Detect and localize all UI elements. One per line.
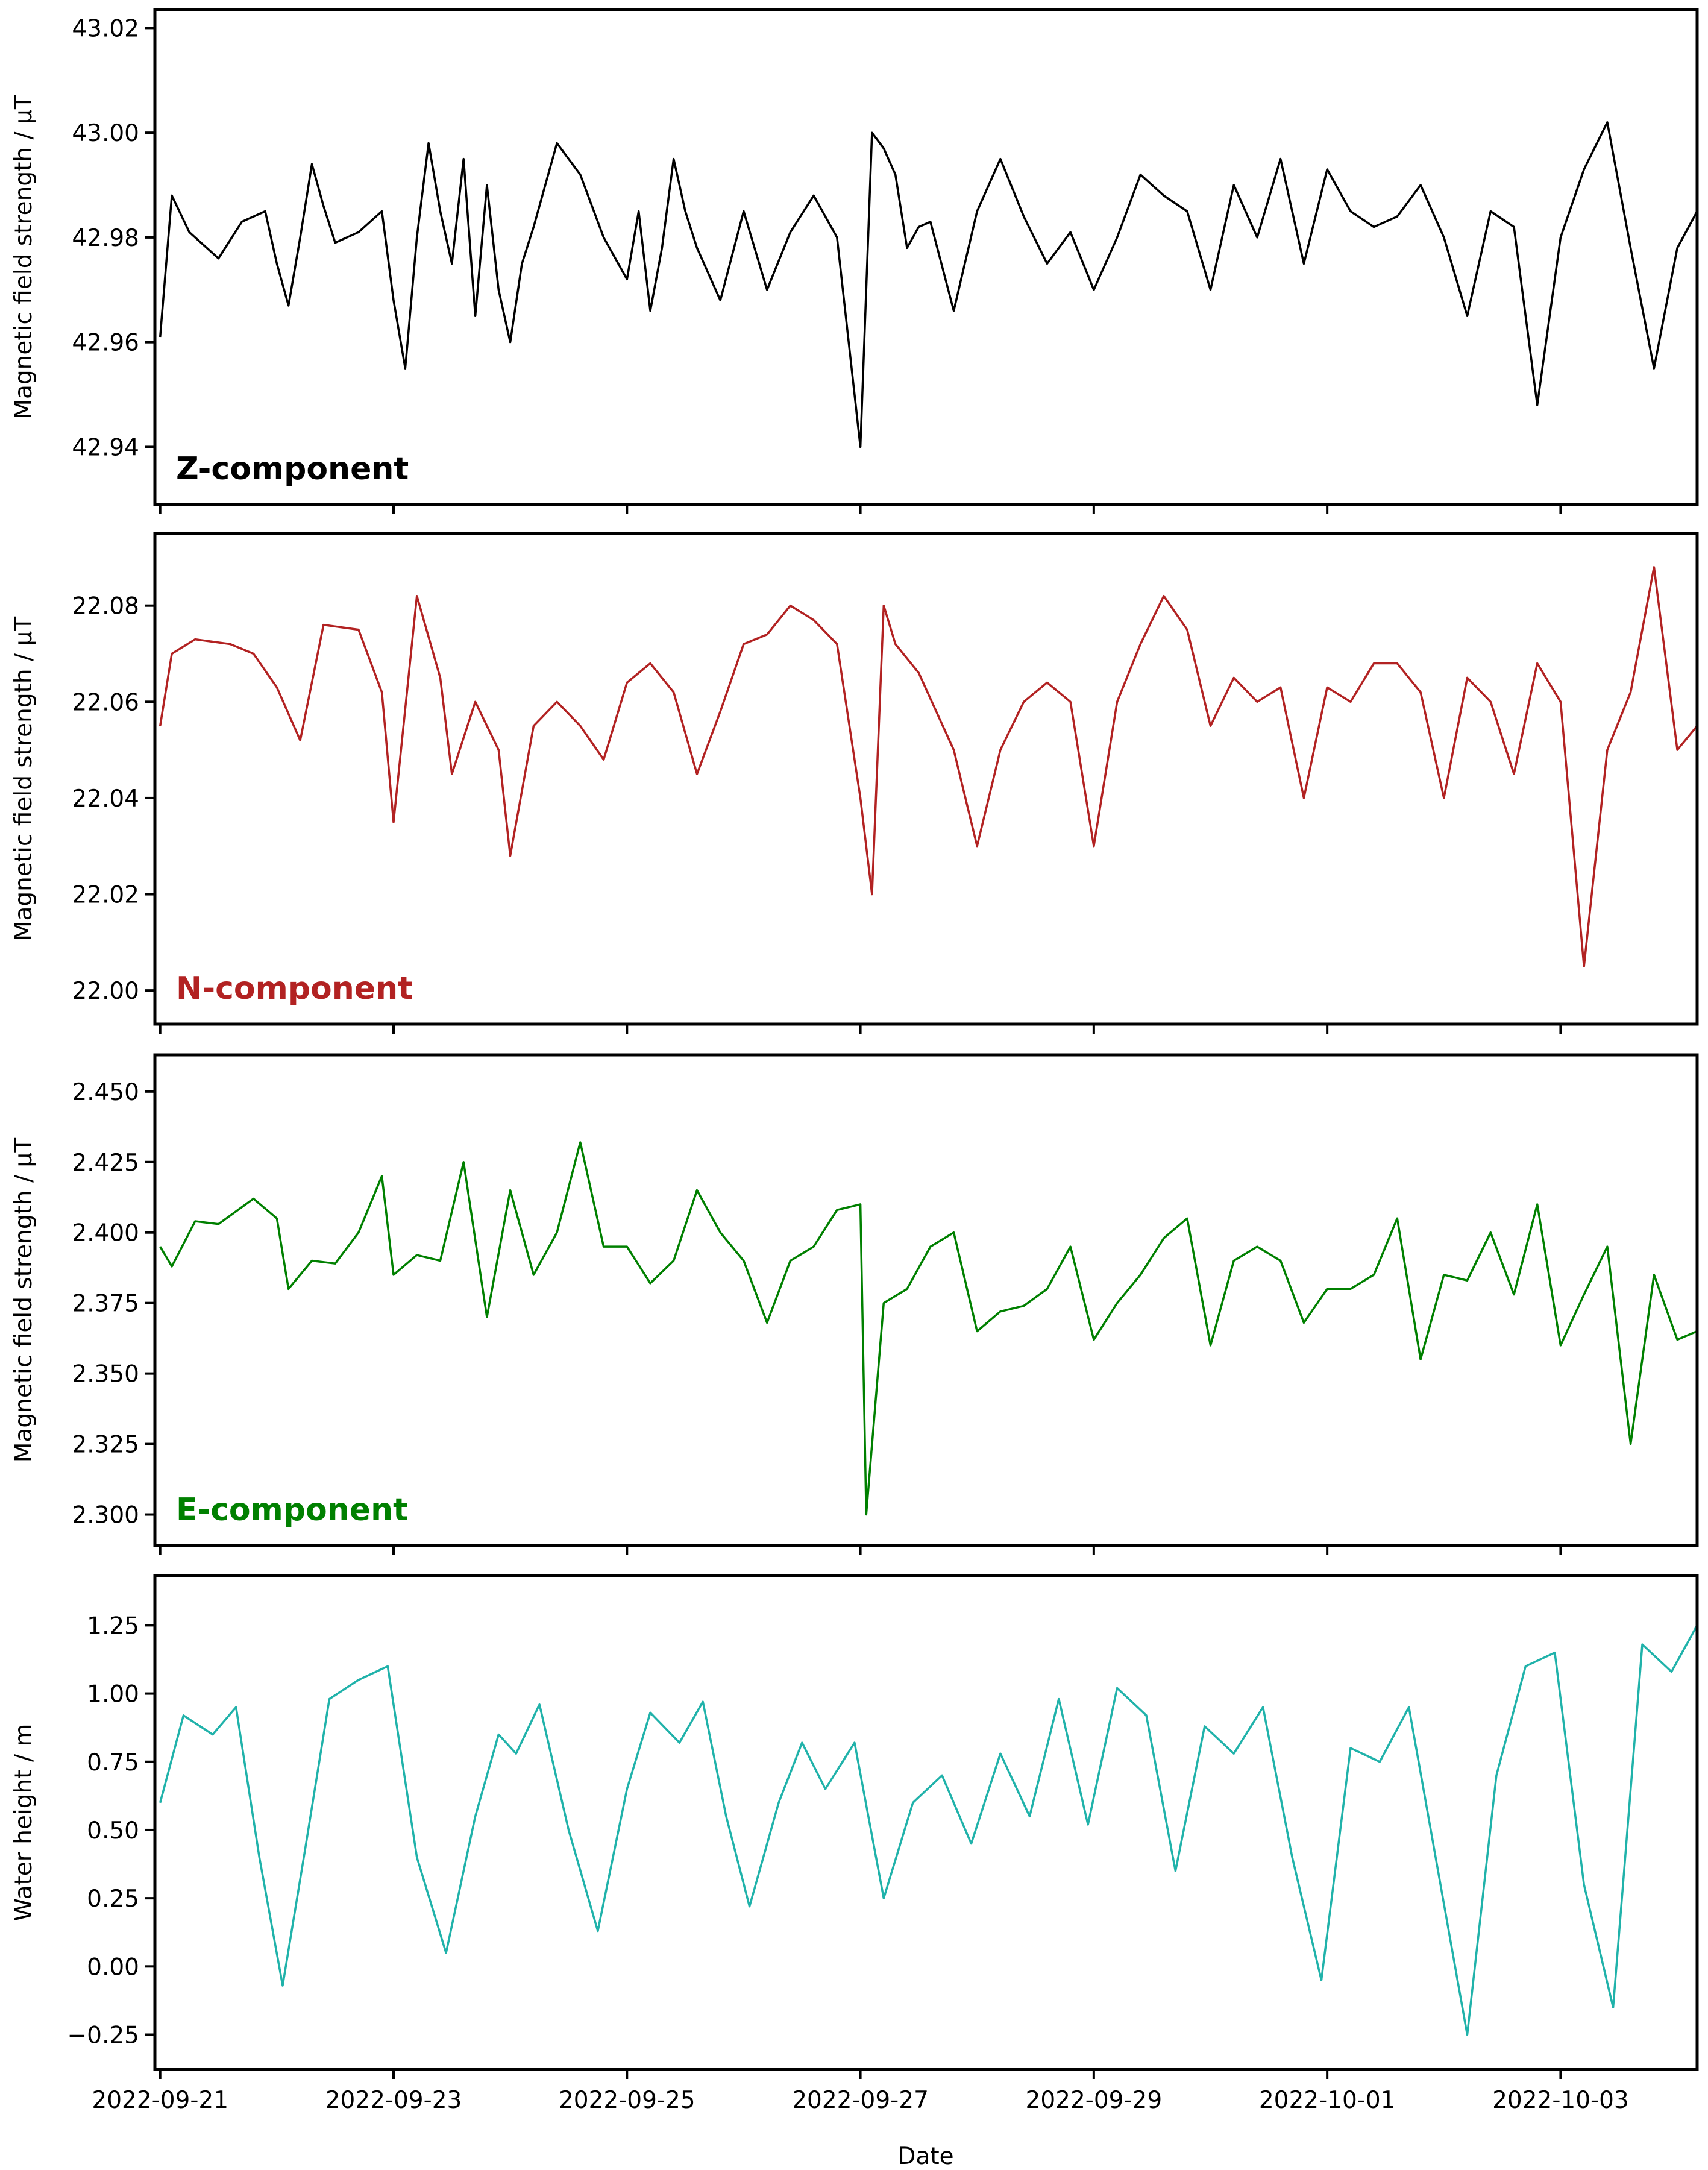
y-tick-label: 22.04 xyxy=(72,785,139,813)
y-tick-label: 0.25 xyxy=(87,1885,139,1913)
y-tick-label: 0.00 xyxy=(87,1954,139,1981)
y-axis-label: Magnetic field strength / µT xyxy=(10,617,37,942)
x-tick-label: 2022-09-25 xyxy=(559,2087,695,2114)
y-tick-label: 0.50 xyxy=(87,1817,139,1844)
plot-frame xyxy=(153,8,1699,506)
y-tick-label: 2.325 xyxy=(72,1432,139,1459)
panel-n-component: 22.00 22.02 22.04 22.06 22.08 Magnetic field … xyxy=(10,532,1699,1034)
y-tick-label: 2.300 xyxy=(72,1502,139,1529)
data-line xyxy=(159,121,1698,448)
y-tick-label: 0.75 xyxy=(87,1749,139,1776)
x-tick-label: 2022-10-03 xyxy=(1492,2087,1629,2114)
panel-water-height: −0.25 0.00 0.25 0.50 0.75 1.00 1.25 2022-09-21 2… xyxy=(10,1574,1699,2114)
y-axis-label: Water height / m xyxy=(10,1724,37,1922)
data-line xyxy=(159,1141,1698,1516)
y-tick-label: 2.400 xyxy=(72,1220,139,1247)
data-line xyxy=(159,566,1698,967)
y-tick-label: 1.00 xyxy=(87,1681,139,1708)
y-tick-label: 2.350 xyxy=(72,1361,139,1388)
panel-label: Z-component xyxy=(176,451,409,487)
y-tick-label: 42.94 xyxy=(72,434,139,461)
y-tick-label: 1.25 xyxy=(87,1612,139,1640)
y-tick-label: −0.25 xyxy=(67,2022,139,2049)
x-tick-label: 2022-09-21 xyxy=(92,2087,228,2114)
y-tick-label: 43.02 xyxy=(72,15,139,42)
plot-frame xyxy=(153,1053,1699,1547)
x-tick-label: 2022-09-23 xyxy=(325,2087,462,2114)
y-tick-label: 22.08 xyxy=(72,593,139,620)
y-axis-label: Magnetic field strength / µT xyxy=(10,95,37,420)
y-tick-label: 43.00 xyxy=(72,120,139,147)
y-tick-label: 22.02 xyxy=(72,882,139,909)
x-tick-label: 2022-09-27 xyxy=(792,2087,929,2114)
x-axis-label: Date xyxy=(897,2143,953,2170)
panel-label: E-component xyxy=(176,1492,408,1528)
panel-e-component: 2.300 2.325 2.350 2.375 2.400 2.425 2.450 Magne… xyxy=(10,1053,1699,1555)
y-tick-label: 22.06 xyxy=(72,689,139,716)
y-tick-label: 2.450 xyxy=(72,1079,139,1106)
panel-label: N-component xyxy=(176,970,413,1007)
panel-z-component: 42.94 42.96 42.98 43.00 43.02 Magnetic field … xyxy=(10,8,1699,514)
y-axis-label: Magnetic field strength / µT xyxy=(10,1138,37,1463)
y-tick-label: 2.425 xyxy=(72,1149,139,1177)
y-tick-label: 42.96 xyxy=(72,330,139,357)
x-tick-label: 2022-09-29 xyxy=(1026,2087,1163,2114)
y-tick-label: 42.98 xyxy=(72,225,139,252)
data-line xyxy=(159,1624,1698,2036)
plot-frame xyxy=(153,1574,1699,2071)
plot-frame xyxy=(153,532,1699,1026)
y-tick-label: 2.375 xyxy=(72,1291,139,1318)
y-tick-label: 22.00 xyxy=(72,978,139,1005)
x-tick-label: 2022-10-01 xyxy=(1259,2087,1396,2114)
